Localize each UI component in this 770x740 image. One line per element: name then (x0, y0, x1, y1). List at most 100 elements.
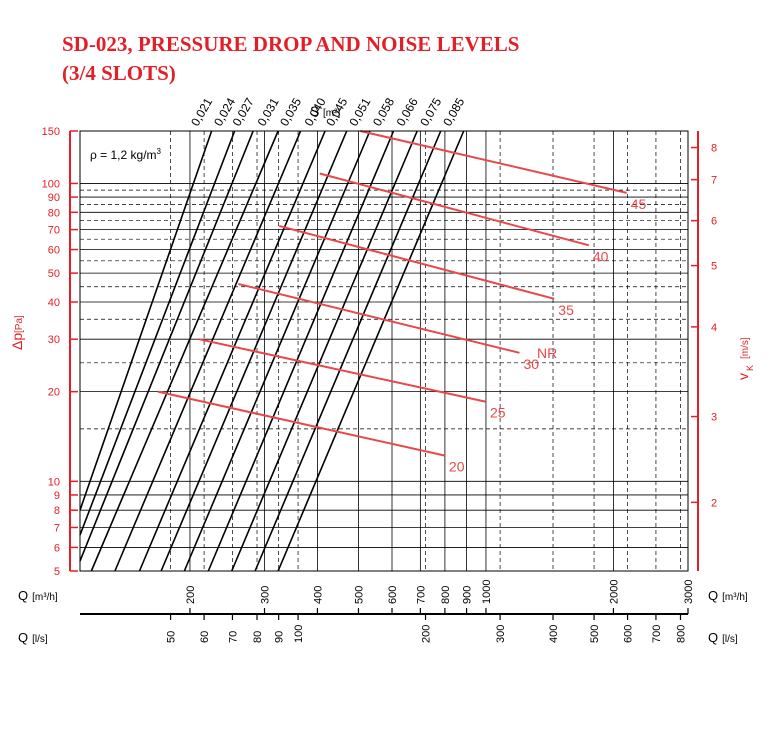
right-tick-label: 6 (711, 216, 717, 228)
nr-line-label: 40 (593, 248, 609, 264)
series-line (114, 130, 302, 572)
x-top-axis-label-right: Q [m³/h] (708, 588, 748, 603)
chart-title-line2: (3/4 SLOTS) (62, 61, 176, 85)
top-q-tick-label: 3000 (683, 580, 695, 604)
top-q-tick-label: 1000 (481, 580, 493, 604)
series-label: 0,066 (394, 95, 421, 128)
left-tick-label: 70 (48, 225, 60, 237)
y-right-sub: K (745, 365, 755, 371)
right-tick-label: 5 (711, 261, 717, 273)
left-tick-label: 5 (54, 566, 60, 578)
nr-line (360, 130, 627, 194)
nr-line (237, 282, 520, 354)
x-bottom-axis-label-left: Q [l/s] (18, 630, 48, 645)
bottom-q-tick-label: 100 (293, 625, 305, 643)
series-line (183, 130, 371, 572)
left-tick-label: 40 (48, 297, 60, 309)
bottom-q-tick-label: 800 (675, 625, 687, 643)
y-left-axis-title: Δp [Pa] (9, 315, 25, 350)
left-tick-label: 50 (48, 268, 60, 280)
bottom-q-tick-label: 50 (166, 631, 178, 643)
series-label: 0,075 (417, 95, 444, 128)
left-tick-label: 8 (54, 505, 60, 517)
top-q-tick-label: 900 (462, 586, 474, 604)
bottom-q-tick-label: 300 (495, 625, 507, 643)
left-tick-label: 150 (42, 126, 60, 138)
left-tick-label: 7 (54, 522, 60, 534)
y-right-unit: [m/s] (740, 337, 751, 359)
y-right-axis-title: v K [m/s] (735, 337, 755, 380)
plot-frame (79, 130, 689, 572)
axes (69, 130, 699, 620)
right-tick-label: 4 (711, 322, 717, 334)
series-line (79, 130, 254, 562)
bottom-q-tick-label: 400 (548, 625, 560, 643)
y-right-label: v (735, 373, 751, 380)
top-q-tick-label: 200 (185, 586, 197, 604)
bottom-q-tick-label: 500 (589, 625, 601, 643)
left-tick-label: 10 (48, 476, 60, 488)
series-label: 0,058 (370, 95, 397, 128)
nr-line-label: 45 (631, 196, 647, 212)
x-bottom-axis-label-right: Q [l/s] (708, 630, 738, 645)
series-line (138, 130, 326, 572)
left-tick-label: 90 (48, 192, 60, 204)
x-top-axis-label-left: Q [m³/h] (18, 588, 58, 603)
series-line (230, 130, 418, 572)
nr-line (198, 338, 487, 403)
y-left-label: Δp (9, 333, 25, 350)
series-line (254, 130, 442, 572)
nr-line (157, 390, 446, 457)
left-tick-label: 6 (54, 542, 60, 554)
right-tick-label: 8 (711, 143, 717, 155)
left-tick-label: 100 (42, 178, 60, 190)
nr-title: NR (537, 345, 557, 361)
nr-line (319, 172, 590, 247)
grid (80, 131, 688, 571)
density-note: ρ = 1,2 kg/m3 (90, 147, 162, 162)
top-q-tick-label: 400 (312, 586, 324, 604)
series-line (79, 130, 236, 536)
left-tick-label: 9 (54, 490, 60, 502)
left-tick-label: 20 (48, 387, 60, 399)
chart-title-line1: SD-023, PRESSURE DROP AND NOISE LEVELS (62, 32, 520, 56)
top-q-tick-label: 2000 (608, 580, 620, 604)
bottom-q-tick-label: 80 (252, 631, 264, 643)
y-left-unit: [Pa] (14, 315, 25, 333)
right-tick-label: 3 (711, 412, 717, 424)
series-label: 0,031 (255, 95, 282, 128)
nr-line-label: 25 (490, 405, 506, 421)
nr-line-label: 30 (523, 356, 539, 372)
top-q-tick-label: 700 (415, 586, 427, 604)
bottom-q-tick-label: 200 (421, 625, 433, 643)
right-tick-label: 7 (711, 175, 717, 187)
bottom-q-tick-label: 70 (227, 631, 239, 643)
nr-line-label: 35 (558, 302, 574, 318)
top-q-tick-label: 800 (440, 586, 452, 604)
bottom-q-tick-label: 700 (651, 625, 663, 643)
series-label: 0,035 (277, 95, 304, 128)
left-tick-label: 30 (48, 334, 60, 346)
series-lines (79, 130, 465, 572)
series-line (207, 130, 395, 572)
nr-line (278, 224, 555, 300)
bottom-q-tick-label: 600 (623, 625, 635, 643)
s-header-label: S (310, 103, 319, 119)
series-line (90, 130, 279, 572)
bottom-q-tick-label: 90 (274, 631, 286, 643)
top-q-tick-label: 500 (353, 586, 365, 604)
left-tick-label: 60 (48, 245, 60, 257)
right-tick-label: 2 (711, 497, 717, 509)
series-label: 0,021 (188, 95, 215, 128)
nr-lines (157, 130, 627, 457)
s-header-unit: [m²] (323, 108, 340, 119)
nr-line-label: 20 (449, 459, 465, 475)
series-label: 0,051 (346, 95, 373, 128)
series-line (79, 130, 213, 511)
left-tick-label: 80 (48, 207, 60, 219)
top-q-tick-label: 300 (260, 586, 272, 604)
series-label: 0,085 (440, 95, 467, 128)
top-q-tick-label: 600 (387, 586, 399, 604)
bottom-q-tick-label: 60 (199, 631, 211, 643)
